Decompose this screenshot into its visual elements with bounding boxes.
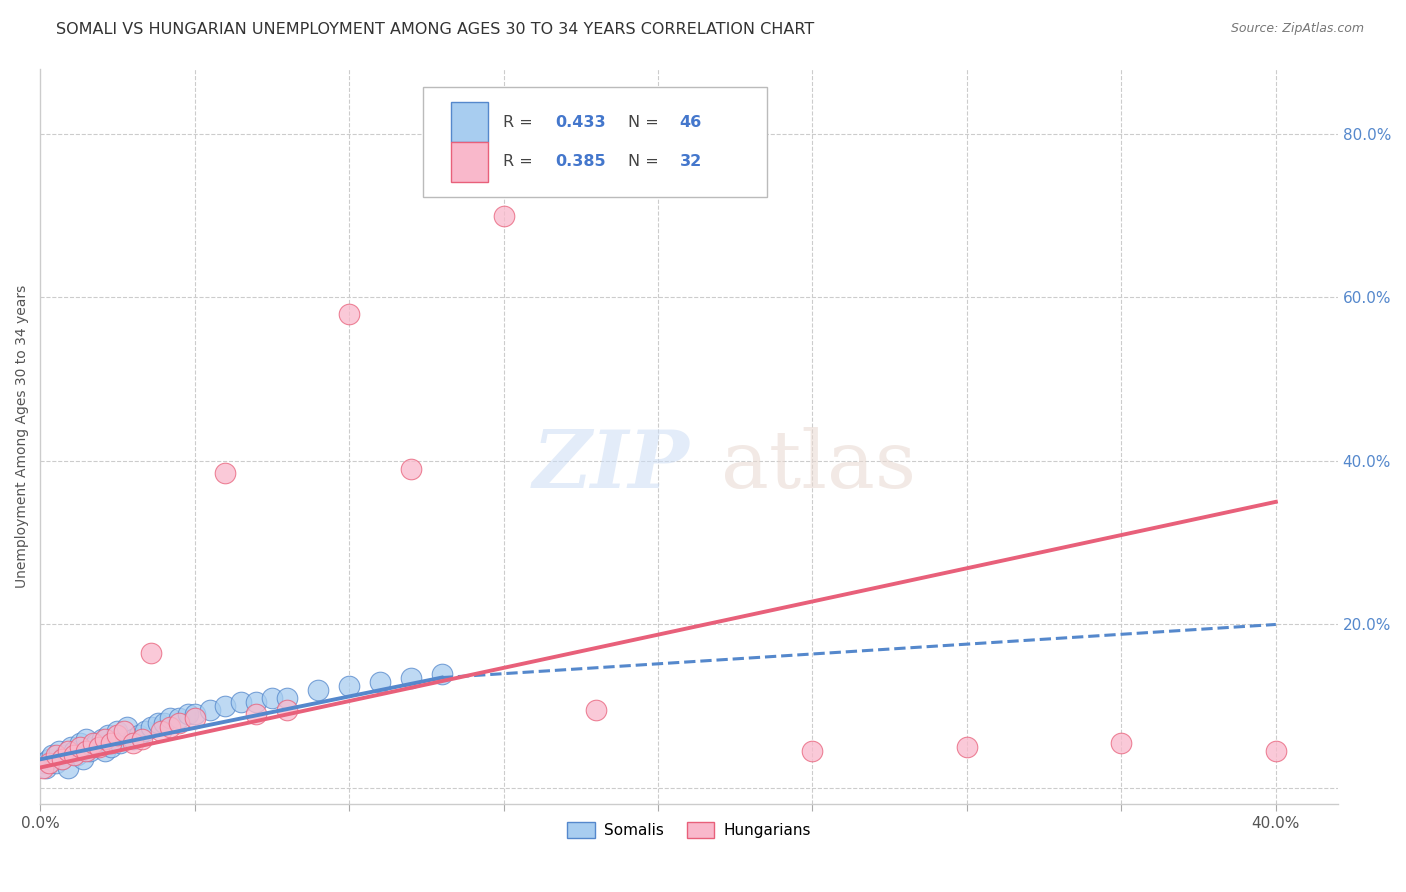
Point [801, 744, 824, 758]
Point [35, 760, 58, 774]
Point [45, 756, 67, 771]
Text: 46: 46 [679, 115, 702, 129]
Point [66, 748, 89, 763]
Point [177, 707, 200, 722]
Point [167, 711, 190, 725]
Point [53, 748, 76, 763]
Point [1111, 736, 1133, 750]
Point [100, 740, 122, 755]
Point [51, 752, 73, 766]
Point [337, 307, 360, 321]
Text: SOMALI VS HUNGARIAN UNEMPLOYMENT AMONG AGES 30 TO 34 YEARS CORRELATION CHART: SOMALI VS HUNGARIAN UNEMPLOYMENT AMONG A… [56, 22, 814, 37]
Point [48, 744, 70, 758]
FancyBboxPatch shape [451, 142, 488, 182]
Point [1264, 744, 1286, 758]
Point [97, 728, 120, 742]
Y-axis label: Unemployment Among Ages 30 to 34 years: Unemployment Among Ages 30 to 34 years [15, 285, 30, 588]
Text: N =: N = [628, 115, 664, 129]
Text: R =: R = [503, 115, 538, 129]
Point [399, 671, 422, 685]
FancyBboxPatch shape [423, 87, 766, 197]
Point [105, 728, 128, 742]
Point [32, 760, 55, 774]
Point [63, 748, 86, 763]
Point [51, 752, 73, 766]
Point [198, 703, 221, 717]
Point [141, 646, 163, 660]
Point [146, 715, 169, 730]
Point [183, 711, 205, 725]
Point [492, 209, 515, 223]
Point [112, 723, 135, 738]
Point [84, 736, 107, 750]
Point [276, 703, 298, 717]
Legend: Somalis, Hungarians: Somalis, Hungarians [561, 816, 817, 845]
Point [90, 731, 112, 746]
Point [60, 740, 83, 755]
Point [229, 695, 252, 709]
Text: atlas: atlas [721, 427, 917, 505]
Text: R =: R = [503, 154, 538, 169]
Text: Source: ZipAtlas.com: Source: ZipAtlas.com [1230, 22, 1364, 36]
Point [260, 691, 283, 706]
Text: N =: N = [628, 154, 664, 169]
Point [121, 736, 143, 750]
Point [94, 744, 117, 758]
Point [75, 744, 97, 758]
Text: 0.433: 0.433 [555, 115, 606, 129]
Text: 0.385: 0.385 [555, 154, 606, 169]
Point [245, 695, 267, 709]
Point [72, 752, 94, 766]
FancyBboxPatch shape [451, 102, 488, 143]
Point [307, 682, 329, 697]
Text: 32: 32 [679, 154, 702, 169]
Point [45, 748, 67, 763]
Point [214, 467, 236, 481]
Text: ZIP: ZIP [533, 427, 689, 505]
Point [38, 752, 60, 766]
Point [79, 744, 101, 758]
Point [41, 748, 63, 763]
Point [38, 756, 60, 771]
Point [214, 699, 236, 714]
Point [159, 711, 181, 725]
Point [134, 723, 156, 738]
Point [183, 707, 205, 722]
Point [585, 703, 607, 717]
Point [115, 720, 138, 734]
Point [149, 723, 172, 738]
Point [87, 740, 110, 755]
Point [63, 744, 86, 758]
Point [159, 720, 181, 734]
Point [121, 731, 143, 746]
Point [245, 707, 267, 722]
Point [105, 723, 128, 738]
Point [82, 740, 104, 755]
Point [110, 736, 132, 750]
Point [141, 720, 163, 734]
Point [276, 691, 298, 706]
Point [69, 740, 91, 755]
Point [368, 674, 391, 689]
Point [337, 679, 360, 693]
Point [56, 744, 79, 758]
Point [167, 715, 190, 730]
Point [128, 728, 150, 742]
Point [131, 731, 153, 746]
Point [56, 760, 79, 774]
Point [82, 736, 104, 750]
Point [152, 715, 174, 730]
Point [399, 462, 422, 476]
Point [75, 731, 97, 746]
Point [69, 736, 91, 750]
Point [94, 731, 117, 746]
Point [100, 736, 122, 750]
Point [32, 756, 55, 771]
Point [956, 740, 979, 755]
Point [430, 666, 453, 681]
